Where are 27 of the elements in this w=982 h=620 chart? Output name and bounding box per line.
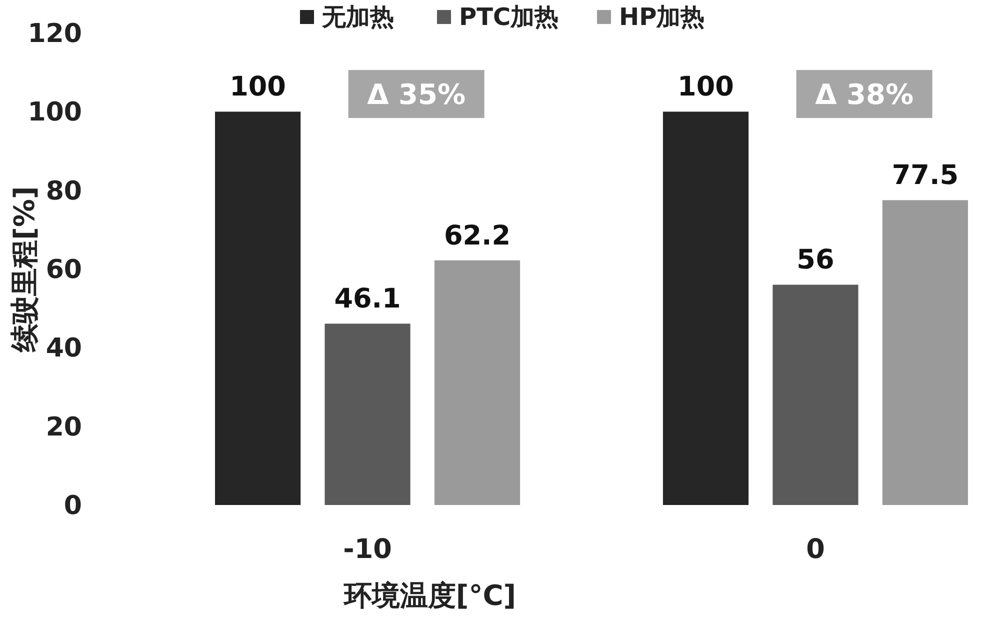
data-label: 62.2 (444, 220, 511, 252)
x-axis-title: 环境温度[°C] (342, 579, 516, 612)
data-label: 100 (230, 72, 286, 103)
legend-label: PTC加热 (459, 3, 559, 31)
bar (215, 112, 301, 505)
y-tick-label: 60 (46, 255, 82, 285)
annotation: Δ 35% (367, 78, 466, 111)
annotation: Δ 38% (815, 78, 914, 111)
y-tick-label: 40 (46, 334, 82, 364)
x-tick-label: -10 (343, 534, 392, 565)
bar (324, 324, 410, 505)
data-label: 100 (678, 72, 734, 103)
y-axis-title: 续驶里程[%] (8, 186, 41, 353)
data-label: 46.1 (334, 284, 401, 315)
y-tick-label: 0 (64, 491, 82, 521)
y-tick-label: 120 (28, 19, 82, 49)
legend-label: 无加热 (321, 3, 394, 31)
bar (882, 200, 968, 505)
y-tick-label: 20 (46, 412, 82, 442)
bar (434, 260, 520, 505)
bar (772, 284, 858, 505)
legend-label: HP加热 (619, 3, 705, 31)
data-label: 56 (796, 244, 834, 276)
data-label: 77.5 (892, 160, 959, 192)
y-tick-label: 80 (46, 176, 82, 206)
y-tick-label: 100 (28, 98, 82, 128)
bar (662, 112, 749, 505)
